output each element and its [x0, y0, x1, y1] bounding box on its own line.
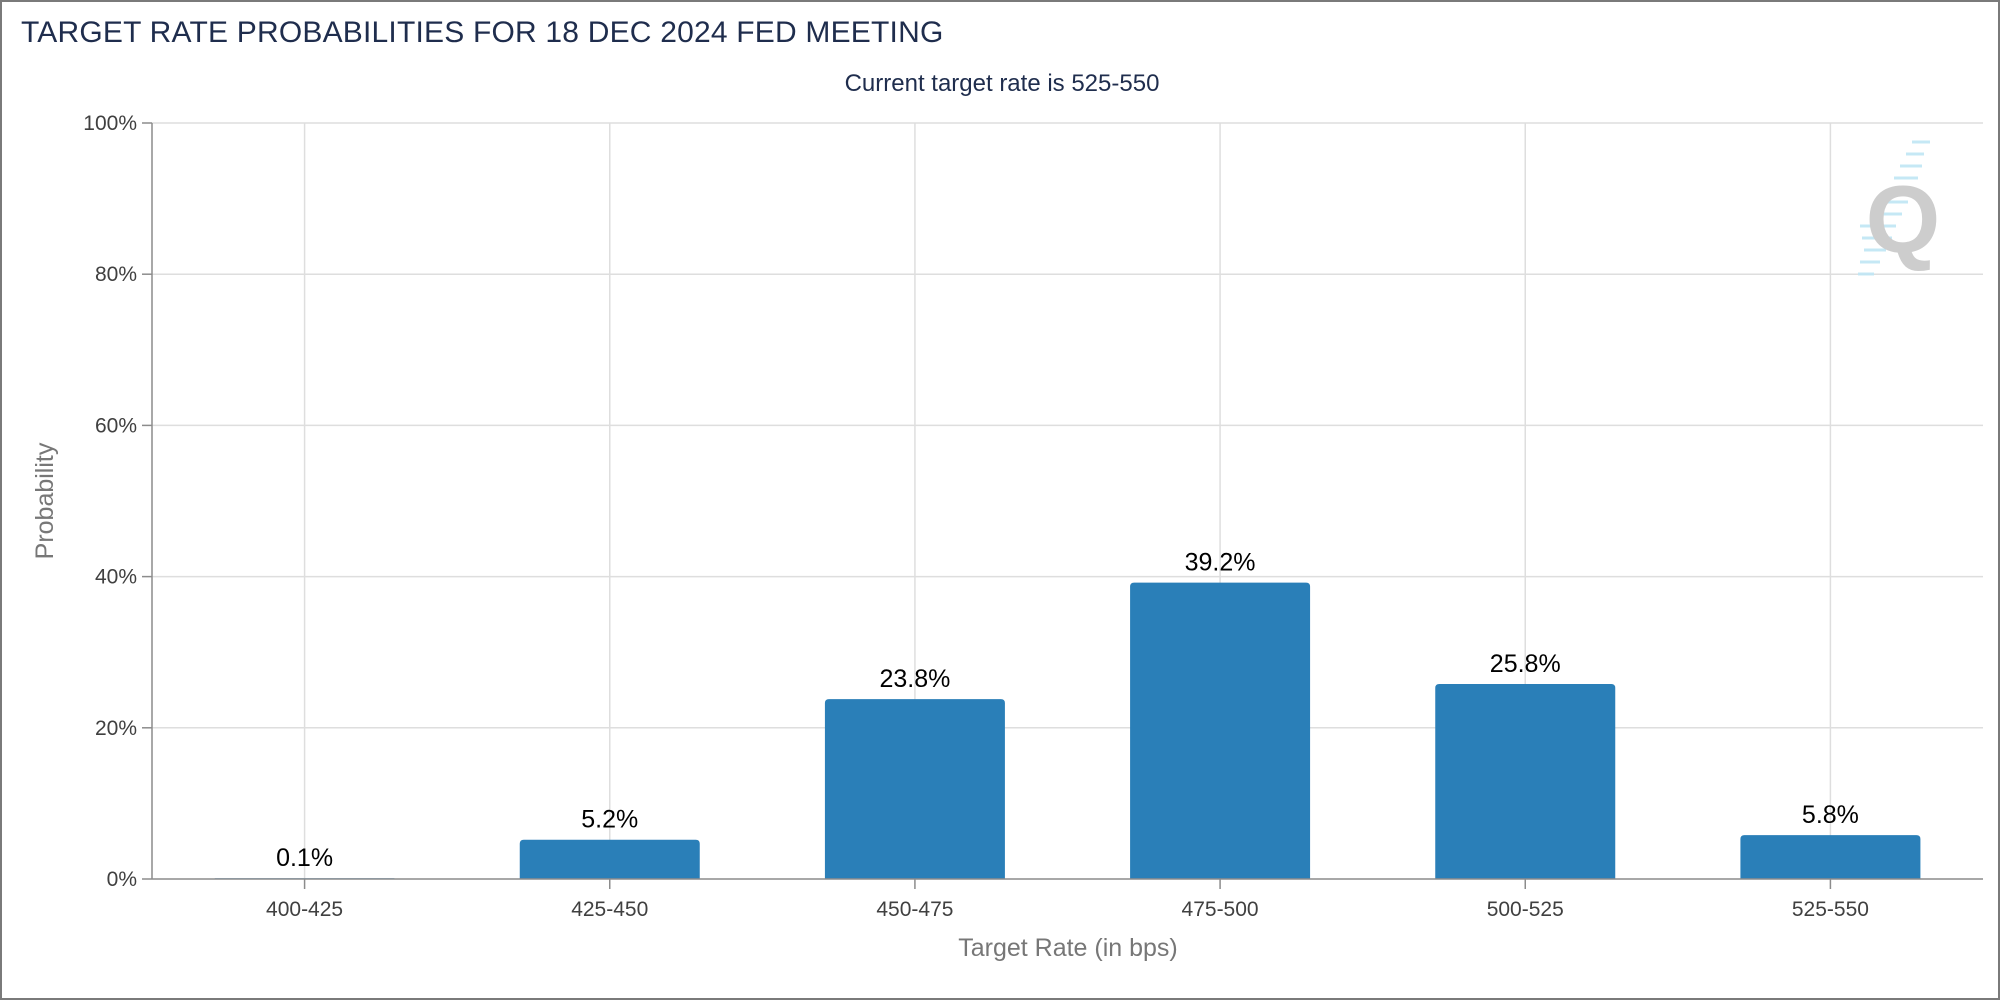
data-label: 39.2%	[1185, 549, 1256, 577]
watermark-logo: Q	[1858, 140, 1941, 276]
data-labels: 0.1% 5.2% 23.8% 39.2% 25.8% 5.8%	[276, 549, 1859, 873]
data-label: 5.2%	[581, 806, 638, 834]
watermark-letter: Q	[1866, 166, 1941, 273]
bar-475-500[interactable]	[1130, 582, 1311, 879]
bars	[214, 582, 1921, 879]
y-axis-label: Probability	[31, 442, 59, 559]
x-tick-label: 425-450	[571, 898, 648, 921]
data-label: 5.8%	[1802, 801, 1859, 829]
data-label: 25.8%	[1490, 650, 1561, 678]
bar-500-525[interactable]	[1435, 683, 1616, 879]
bar-450-475[interactable]	[824, 699, 1005, 879]
y-tick-label: 80%	[95, 263, 137, 286]
y-tick-label: 0%	[107, 868, 137, 891]
x-axis-label: Target Rate (in bps)	[958, 934, 1178, 962]
chart-subtitle: Current target rate is 525-550	[845, 70, 1160, 97]
x-tick-label: 525-550	[1792, 898, 1869, 921]
x-tick-label: 475-500	[1182, 898, 1259, 921]
x-tick-label: 500-525	[1487, 898, 1564, 921]
y-tick-label: 40%	[95, 566, 137, 589]
y-axis-ticks: 0% 20% 40% 60% 80% 100%	[83, 112, 152, 891]
x-axis-ticks: 400-425 425-450 450-475 475-500 500-525 525-5…	[266, 879, 1869, 921]
y-tick-label: 60%	[95, 414, 137, 437]
data-label: 23.8%	[879, 665, 950, 693]
grid	[152, 122, 1983, 879]
x-tick-label: 400-425	[266, 898, 343, 921]
x-tick-label: 450-475	[876, 898, 953, 921]
chart-title: TARGET RATE PROBABILITIES FOR 18 DEC 202…	[21, 16, 944, 49]
bar-525-550[interactable]	[1740, 835, 1921, 879]
data-label: 0.1%	[276, 844, 333, 872]
y-tick-label: 20%	[95, 717, 137, 740]
bar-425-450[interactable]	[519, 839, 700, 879]
y-tick-label: 100%	[83, 112, 137, 135]
